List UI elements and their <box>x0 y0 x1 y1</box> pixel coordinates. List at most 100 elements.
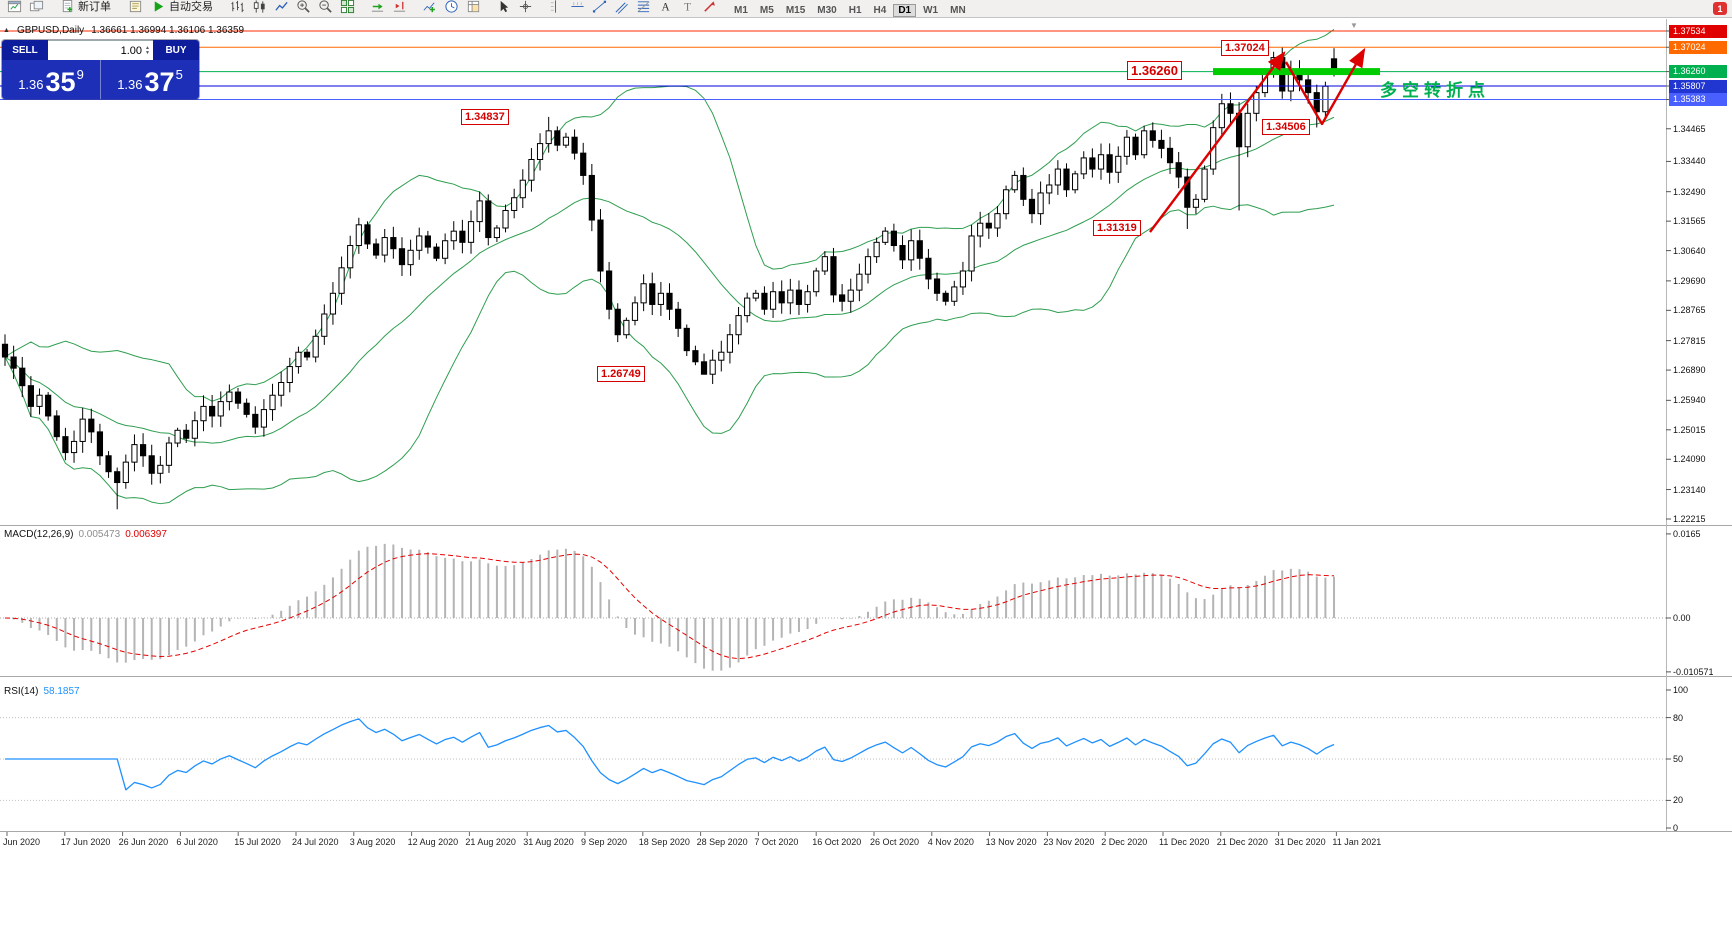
auto-scroll-icon[interactable] <box>366 0 388 14</box>
bar-chart-icon[interactable] <box>226 0 248 14</box>
chart-title: ▲ GBPUSD,Daily 1.36661 1.36994 1.36106 1… <box>3 25 244 36</box>
bid-prefix: 1.36 <box>18 77 44 92</box>
new-chart-icon[interactable] <box>3 0 25 14</box>
rsi-indicator-label: RSI(14) 58.1857 <box>4 686 85 697</box>
price-axis-box: 1.37534 <box>1669 24 1727 38</box>
vertical-line-icon[interactable] <box>544 0 566 14</box>
price-axis-tick: 1.22215 <box>1673 514 1706 524</box>
text-icon[interactable]: A <box>654 0 676 14</box>
price-axis-tick: 1.33440 <box>1673 156 1706 167</box>
macd-name: MACD(12,26,9) <box>4 529 74 540</box>
autotrading-button-label: 自动交易 <box>169 1 213 14</box>
timeframe-m1[interactable]: M1 <box>734 4 748 16</box>
price-axis-tick: 1.27815 <box>1673 335 1706 346</box>
time-axis-label: 2 Dec 2020 <box>1101 837 1148 847</box>
label-icon[interactable]: T <box>676 0 698 14</box>
new-order-button-label: 新订单 <box>78 1 111 14</box>
channel-icon[interactable] <box>610 0 632 14</box>
timeframe-h4[interactable]: H4 <box>873 4 887 16</box>
trendline-icon[interactable] <box>588 0 610 14</box>
time-axis-label: 6 Jul 2020 <box>176 837 218 847</box>
profiles-icon[interactable] <box>25 0 47 14</box>
fibonacci-icon[interactable] <box>632 0 654 14</box>
indicators-icon[interactable] <box>418 0 440 14</box>
price-axis-tick: 1.29690 <box>1673 275 1706 286</box>
timeframe-m15[interactable]: M15 <box>785 4 806 16</box>
timeframe-d1[interactable]: D1 <box>893 3 917 17</box>
time-axis-label: 21 Aug 2020 <box>465 837 516 847</box>
lot-spinner[interactable]: ▲ ▼ <box>145 44 150 56</box>
svg-text:T: T <box>684 1 691 13</box>
price-annotation-label[interactable]: 1.36260 <box>1127 61 1182 80</box>
templates-icon[interactable] <box>462 0 484 14</box>
rsi-value: 58.1857 <box>43 686 80 697</box>
price-annotation-label[interactable]: 1.26749 <box>597 366 645 382</box>
ask-pipette: 5 <box>175 67 183 82</box>
cursor-icon[interactable] <box>492 0 514 14</box>
price-annotation-label[interactable]: 1.34506 <box>1262 119 1310 135</box>
price-axis-tick: 1.25940 <box>1673 395 1706 406</box>
timeframe-w1[interactable]: W1 <box>923 4 939 16</box>
chart-shift-icon[interactable] <box>388 0 410 14</box>
price-annotation-label[interactable]: 1.34837 <box>461 109 509 125</box>
time-axis-label: 17 Jun 2020 <box>60 837 111 847</box>
timeframe-h1[interactable]: H1 <box>848 4 862 16</box>
spinner-down-icon[interactable]: ▼ <box>145 49 150 56</box>
rsi-axis-tick: 50 <box>1673 754 1684 764</box>
new-order-button[interactable]: 新订单 <box>55 0 116 14</box>
rsi-axis-tick: 80 <box>1673 712 1684 723</box>
quote-row: 1.36 35 9 1.36 37 5 <box>2 60 199 99</box>
time-axis-label: 11 Dec 2020 <box>1159 837 1210 847</box>
one-click-trading-panel: SELL 1.00 ▲ ▼ BUY 1.36 35 9 1.36 37 5 <box>2 40 199 99</box>
timeframe-bar: M1 M5 M15 M30 H1 H4 D1 W1 MN <box>728 0 972 18</box>
zoom-out-icon[interactable] <box>314 0 336 14</box>
buy-button[interactable]: BUY <box>153 40 199 60</box>
macd-signal-value: 0.006397 <box>125 529 167 540</box>
line-chart-icon[interactable] <box>270 0 292 14</box>
notification-badge[interactable]: 1 <box>1713 2 1727 15</box>
macd-indicator-label: MACD(12,26,9) 0.005473 0.006397 <box>4 529 172 540</box>
bid-pipette: 9 <box>76 67 84 82</box>
arrows-icon[interactable] <box>698 0 720 14</box>
price-axis-tick: 1.34465 <box>1673 123 1706 134</box>
timeframe-mn[interactable]: MN <box>950 4 966 16</box>
time-axis-label: 16 Oct 2020 <box>812 837 862 847</box>
macd-axis-tick: 0.0165 <box>1673 528 1701 539</box>
zoom-in-icon[interactable] <box>292 0 314 14</box>
crosshair-icon[interactable] <box>514 0 536 14</box>
spinner-up-icon[interactable]: ▲ <box>145 44 150 51</box>
price-axis-tick: 1.32490 <box>1673 186 1706 197</box>
timeframe-m5[interactable]: M5 <box>759 4 774 16</box>
timeframe-m30[interactable]: M30 <box>817 4 837 16</box>
svg-text:A: A <box>661 1 670 13</box>
toolbar-items: 新订单 自动交易 A T <box>3 0 728 19</box>
macd-axis-tick: -0.010571 <box>1673 666 1714 677</box>
price-axis-tick: 1.26890 <box>1673 365 1706 376</box>
time-axis-label: 24 Jul 2020 <box>292 837 339 847</box>
tile-windows-icon[interactable] <box>336 0 358 14</box>
sell-button[interactable]: SELL <box>2 40 48 60</box>
time-axis-label: 9 Sep 2020 <box>581 837 628 847</box>
horizontal-line-icon[interactable] <box>566 0 588 14</box>
rsi-axis-tick: 100 <box>1673 685 1689 695</box>
candlestick-chart-icon[interactable] <box>248 0 270 14</box>
price-axis-box: 1.37024 <box>1669 40 1727 54</box>
ask-prefix: 1.36 <box>117 77 143 92</box>
periods-icon[interactable] <box>440 0 462 14</box>
price-annotation-label[interactable]: 1.37024 <box>1221 40 1269 56</box>
time-axis-label: 11 Jan 2021 <box>1332 837 1382 847</box>
time-axis-label: 3 Aug 2020 <box>349 837 396 847</box>
ask-pips: 37 <box>144 67 175 97</box>
metaeditor-icon[interactable] <box>124 0 146 14</box>
turning-point-note[interactable]: 多空转折点 <box>1380 81 1490 100</box>
price-annotation-label[interactable]: 1.31319 <box>1093 220 1141 236</box>
ask-price[interactable]: 1.36 37 5 <box>100 60 199 99</box>
autotrading-button[interactable]: 自动交易 <box>146 0 218 14</box>
lot-size-field[interactable]: 1.00 ▲ ▼ <box>48 40 153 60</box>
price-axis-box: 1.36260 <box>1669 65 1727 79</box>
bid-pips: 35 <box>45 67 76 97</box>
lot-size-value[interactable]: 1.00 <box>120 44 143 57</box>
bid-price[interactable]: 1.36 35 9 <box>2 60 100 99</box>
